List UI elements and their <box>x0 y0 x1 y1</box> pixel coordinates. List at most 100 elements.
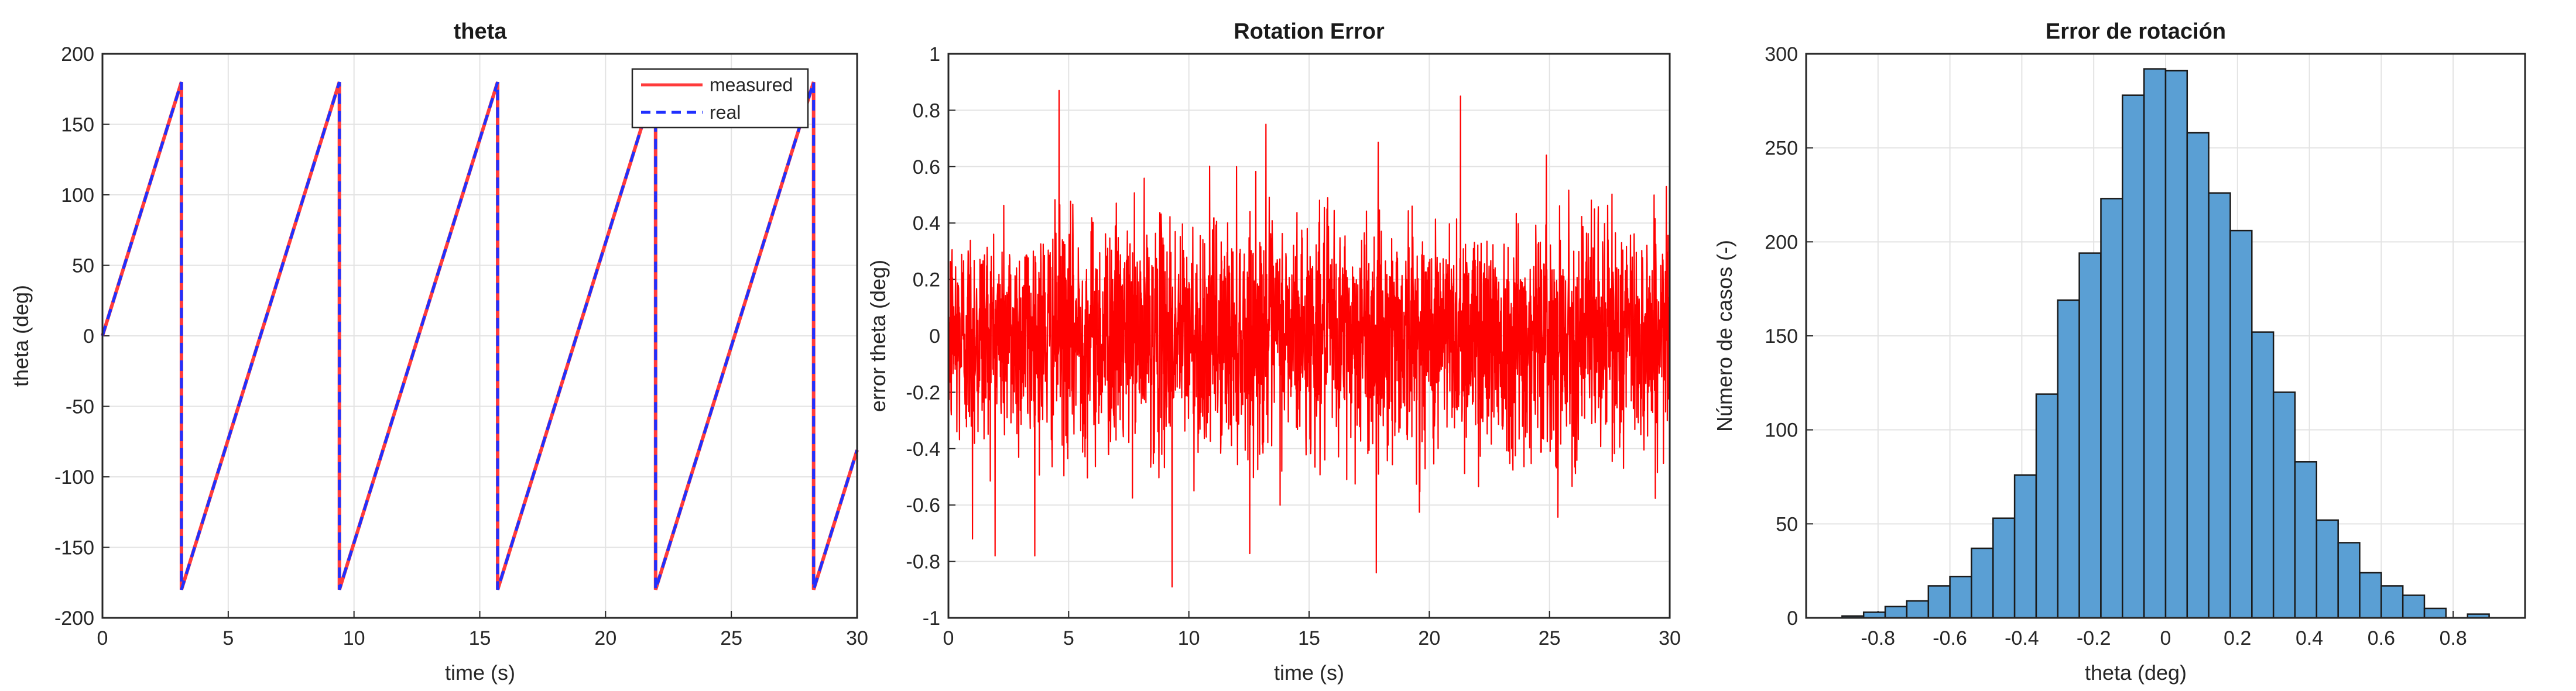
tick-label-x: 0.8 <box>2440 627 2467 649</box>
tick-label-y: 100 <box>1765 420 1798 442</box>
tick-label-y: 250 <box>1765 137 1798 160</box>
histogram-bar <box>1927 585 1951 619</box>
tick-label-x: 25 <box>720 627 742 649</box>
legend: measured real <box>631 68 809 129</box>
chart-rotation-error: Rotation Error time (s) error theta (deg… <box>866 19 1681 685</box>
tick-label-y: -0.4 <box>906 438 940 460</box>
histogram-bar <box>2272 391 2296 619</box>
tick-label-y: 200 <box>1765 231 1798 253</box>
tick-label-x: 5 <box>1063 627 1074 649</box>
histogram-bar <box>2013 474 2037 619</box>
tick-label-y: -0.8 <box>906 551 940 573</box>
tick-labels: 0 5 10 15 20 25 30 -200 -150 -100 -50 0 50 100 150 200 <box>54 43 868 649</box>
tick-label-y: 0.4 <box>913 212 940 235</box>
histogram-bar <box>2380 585 2404 619</box>
y-axis-label: error theta (deg) <box>866 260 890 412</box>
tick-label-y: 0.6 <box>913 156 940 178</box>
histogram-bar <box>1906 600 1929 619</box>
tick-label-x: 0.2 <box>2224 627 2251 649</box>
tick-label-x: 30 <box>1659 627 1681 649</box>
histogram-bar <box>1884 606 1908 619</box>
tick-label-x: 20 <box>1418 627 1440 649</box>
tick-label-y: -0.2 <box>906 381 940 404</box>
x-axis-label: theta (deg) <box>2085 661 2187 685</box>
tick-label-x: 10 <box>1178 627 1200 649</box>
tick-label-x: 0 <box>943 627 954 649</box>
histogram-bar <box>2143 68 2167 619</box>
histogram-bar <box>2337 542 2361 619</box>
tick-label-x: -0.4 <box>2005 627 2039 649</box>
legend-label-measured: measured <box>710 74 793 95</box>
histogram-bar <box>2100 198 2123 619</box>
tick-label-y: 0.2 <box>913 269 940 291</box>
tick-label-y: 300 <box>1765 43 1798 66</box>
legend-label-real: real <box>710 102 741 123</box>
tick-label-x: 15 <box>469 627 491 649</box>
tick-labels: -0.8 -0.6 -0.4 -0.2 0 0.2 0.4 0.6 0.8 0 50 100 150 20… <box>1765 43 2467 649</box>
tick-label-y: -100 <box>54 466 94 489</box>
y-axis-label: Número de casos (-) <box>1712 240 1736 432</box>
tick-label-x: 0.6 <box>2368 627 2395 649</box>
histogram-bar <box>2315 519 2339 619</box>
chart-title: theta <box>454 19 508 44</box>
tick-label-x: 15 <box>1298 627 1320 649</box>
x-axis-label: time (s) <box>445 661 515 685</box>
tick-label-y: 1 <box>929 43 940 66</box>
histogram-bar <box>2229 229 2253 619</box>
series-line-real <box>101 81 859 590</box>
tick-label-y: -200 <box>54 607 94 630</box>
tick-label-x: 25 <box>1539 627 1561 649</box>
histogram-bar <box>2057 299 2080 619</box>
tick-label-x: 10 <box>343 627 365 649</box>
legend-box <box>631 68 809 129</box>
histogram-bar <box>2164 70 2188 619</box>
histogram-bars <box>1841 68 2490 619</box>
chart-error-de-rotacion: Error de rotación theta (deg) Número de … <box>1712 19 2526 685</box>
tick-label-y: 0 <box>1787 607 1798 630</box>
tick-label-x: 30 <box>846 627 868 649</box>
plot-series <box>101 81 859 590</box>
tick-label-x: 5 <box>222 627 234 649</box>
series-line-error <box>947 90 1671 588</box>
histogram-bar <box>2251 331 2274 619</box>
plot-frame <box>101 53 858 619</box>
tick-label-x: 0 <box>2160 627 2171 649</box>
tick-label-y: 0 <box>83 325 94 348</box>
histogram-bar <box>2186 132 2210 619</box>
tick-label-x: 20 <box>594 627 616 649</box>
histogram-bar <box>2294 461 2318 619</box>
histogram-bar <box>2423 607 2447 619</box>
tick-label-y: 50 <box>72 255 94 277</box>
tick-label-x: 0 <box>97 627 108 649</box>
chart-title: Rotation Error <box>1234 19 1385 44</box>
tick-label-y: -150 <box>54 537 94 559</box>
tick-label-y: 0.8 <box>913 99 940 122</box>
plot-frame <box>947 53 1671 619</box>
chart-theta: theta time (s) theta (deg) 0 5 10 15 20 25 30 -… <box>9 19 868 685</box>
tick-label-y: 100 <box>61 184 94 207</box>
histogram-bar <box>2359 572 2382 619</box>
x-axis-label: time (s) <box>1274 661 1344 685</box>
histogram-bar <box>2208 192 2231 619</box>
y-axis-label: theta (deg) <box>9 285 33 387</box>
tick-label-y: 200 <box>61 43 94 66</box>
tick-label-x: -0.6 <box>1933 627 1967 649</box>
tick-label-y: 150 <box>1765 325 1798 348</box>
tick-label-y: -1 <box>923 607 940 630</box>
histogram-bar <box>2122 94 2145 619</box>
plot-series <box>947 90 1671 588</box>
histogram-bar <box>2078 252 2102 619</box>
histogram-bar <box>2402 594 2426 619</box>
tick-labels: 0 5 10 15 20 25 30 -1 -0.8 -0.6 -0.4 -0.2 0 0.2 0.4 0.6… <box>906 43 1681 649</box>
tick-label-x: 0.4 <box>2296 627 2323 649</box>
tick-label-x: -0.8 <box>1861 627 1896 649</box>
tick-label-x: -0.2 <box>2077 627 2111 649</box>
plot-frame <box>1805 53 2526 619</box>
chart-title: Error de rotación <box>2046 19 2226 44</box>
histogram-bar <box>1971 547 1994 619</box>
tick-label-y: -50 <box>66 396 94 418</box>
tick-label-y: 0 <box>929 325 940 348</box>
histogram-bar <box>1992 517 2016 619</box>
tick-label-y: 50 <box>1776 513 1798 535</box>
